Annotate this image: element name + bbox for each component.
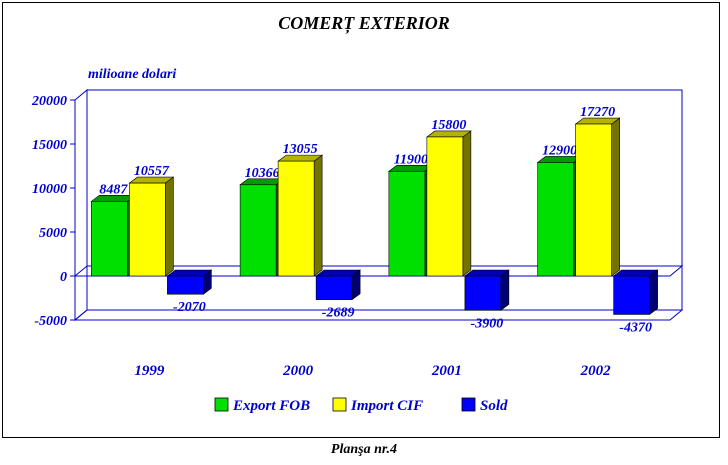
legend-swatch (332, 397, 347, 412)
legend-entry: Import CIF (350, 398, 423, 414)
y-tick-label: 0 (60, 270, 67, 285)
y-axis-label: milioane dolari (88, 67, 176, 82)
bar[interactable] (575, 123, 612, 277)
bar[interactable] (91, 201, 128, 277)
y-tick-label: -5000 (34, 314, 67, 329)
bar[interactable] (167, 275, 204, 295)
bar[interactable] (613, 275, 650, 315)
bar[interactable] (388, 170, 426, 277)
bar-side (500, 269, 510, 311)
data-label: 10366 (245, 166, 280, 181)
x-tick-label: 2000 (282, 363, 314, 379)
plot-side-wall (74, 88, 88, 322)
data-label: -3900 (471, 316, 504, 331)
bar[interactable] (426, 136, 464, 277)
data-label: 15800 (431, 118, 466, 133)
bar-top (463, 269, 510, 277)
bar[interactable] (537, 162, 574, 277)
data-label: 8487 (99, 182, 128, 197)
bar-side (462, 130, 472, 277)
bar[interactable] (277, 160, 315, 277)
x-tick-label: 2001 (431, 363, 462, 379)
data-label: -4370 (619, 320, 652, 335)
data-label: -2070 (173, 300, 206, 315)
bar-side (649, 269, 658, 316)
x-tick-label: 2002 (580, 363, 612, 379)
legend-entry: Sold (480, 398, 508, 414)
bar-side (611, 117, 620, 277)
y-tick-label: 10000 (32, 182, 67, 197)
legend-entry: Export FOB (232, 398, 310, 414)
data-label: 17270 (580, 105, 615, 120)
data-label: -2689 (322, 306, 355, 321)
chart-frame (2, 2, 720, 438)
footer-caption: Planşa nr.4 (330, 442, 398, 457)
bar-top (612, 269, 659, 277)
bar[interactable] (464, 275, 502, 311)
bar-top (315, 269, 362, 277)
data-label: 12900 (542, 143, 577, 158)
plot-floor (73, 309, 684, 321)
bar[interactable] (315, 275, 353, 300)
bar[interactable] (239, 184, 277, 277)
chart-title: COMERȚ EXTERIOR (278, 13, 450, 33)
y-tick-label: 15000 (32, 138, 67, 153)
data-label: 11900 (394, 152, 428, 167)
bar-top (166, 269, 213, 277)
legend-swatch (461, 397, 476, 412)
data-label: 13055 (283, 142, 318, 157)
x-tick-label: 1999 (134, 363, 165, 379)
y-tick-label: 20000 (31, 94, 67, 109)
y-tick-label: 5000 (39, 226, 67, 241)
bar-side (165, 176, 174, 277)
data-label: 10557 (134, 164, 170, 179)
bar[interactable] (129, 182, 166, 277)
legend-swatch (214, 397, 229, 412)
bar-side (313, 154, 323, 277)
